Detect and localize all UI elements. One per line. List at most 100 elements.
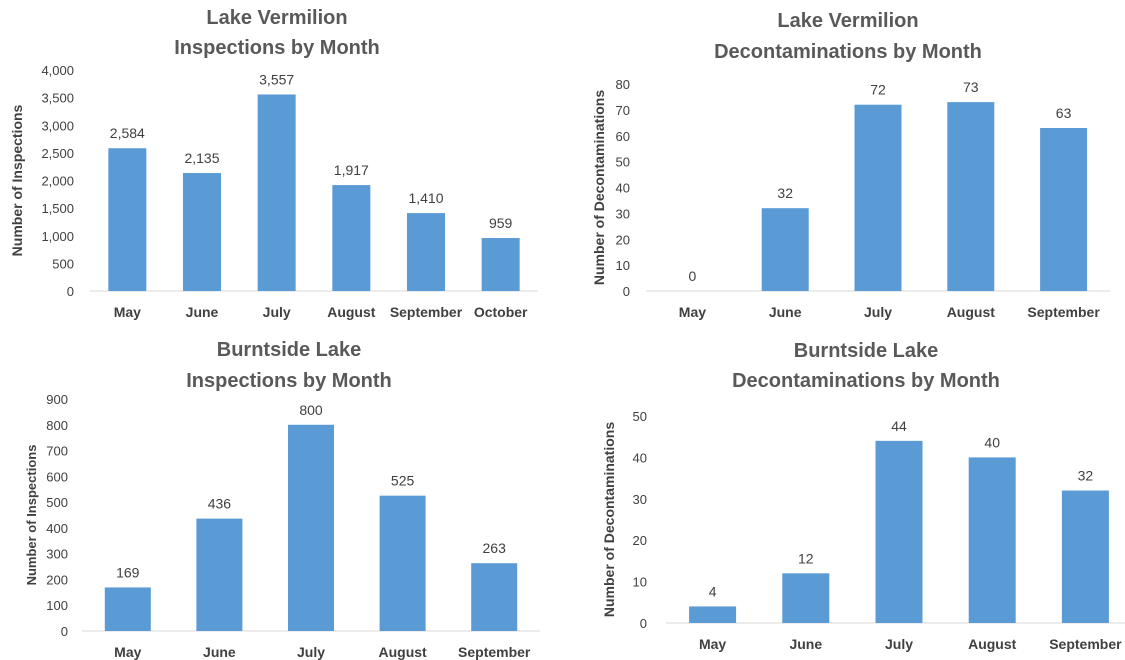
- bar-may: [104, 587, 151, 631]
- x-tick-label: July: [297, 644, 325, 660]
- y-axis-label: Number of Decontaminations: [591, 90, 607, 285]
- y-tick-label: 600: [46, 469, 68, 484]
- x-tick-label: September: [1027, 304, 1100, 320]
- data-label: 3,557: [259, 71, 294, 87]
- y-tick-label: 700: [46, 444, 68, 459]
- y-tick-label: 0: [623, 284, 630, 299]
- chart-title: Lake Vermilion: [777, 10, 918, 32]
- chart-title: Burntside Lake: [217, 339, 361, 361]
- y-tick-label: 60: [616, 129, 630, 144]
- x-tick-label: August: [968, 636, 1017, 652]
- data-label: 2,135: [184, 150, 219, 166]
- bar-august: [947, 102, 995, 291]
- x-tick-label: May: [679, 304, 706, 320]
- y-tick-label: 1,500: [41, 201, 74, 216]
- x-tick-label: May: [114, 304, 141, 320]
- bar-september: [471, 563, 518, 631]
- bar-june: [761, 208, 809, 291]
- data-label: 40: [984, 434, 1000, 450]
- y-tick-label: 3,500: [41, 91, 74, 106]
- y-tick-label: 20: [616, 232, 630, 247]
- chart-subtitle: Inspections by Month: [186, 370, 392, 392]
- y-tick-label: 900: [46, 392, 68, 407]
- y-tick-label: 1,000: [41, 229, 74, 244]
- bar-may: [689, 606, 737, 623]
- data-label: 525: [391, 473, 415, 489]
- y-tick-label: 500: [46, 495, 68, 510]
- data-label: 263: [483, 540, 507, 556]
- data-label: 32: [1078, 468, 1094, 484]
- x-tick-label: September: [458, 644, 531, 660]
- data-label: 1,917: [334, 162, 369, 178]
- data-label: 169: [116, 564, 140, 580]
- y-axis-label: Number of Inspections: [24, 445, 39, 586]
- y-tick-label: 4,000: [41, 63, 74, 78]
- bar-september: [1061, 490, 1109, 623]
- chart-subtitle: Decontaminations by Month: [732, 370, 1000, 392]
- y-axis-label: Number of Inspections: [9, 104, 25, 256]
- data-label: 1,410: [408, 190, 443, 206]
- bar-september: [1040, 127, 1088, 291]
- y-tick-label: 3,000: [41, 118, 74, 133]
- data-label: 12: [798, 550, 814, 566]
- data-label: 72: [870, 82, 886, 98]
- x-tick-label: June: [769, 304, 802, 320]
- data-label: 63: [1056, 105, 1072, 121]
- y-tick-label: 10: [616, 258, 630, 273]
- bar-august: [379, 495, 426, 631]
- y-tick-label: 30: [633, 492, 647, 507]
- x-tick-label: June: [789, 636, 822, 652]
- data-label: 0: [689, 268, 697, 284]
- y-tick-label: 2,500: [41, 146, 74, 161]
- chart-subtitle: Inspections by Month: [174, 37, 380, 59]
- x-tick-label: October: [474, 304, 528, 320]
- bar-august: [332, 185, 371, 291]
- x-tick-label: July: [864, 304, 892, 320]
- y-tick-label: 40: [633, 450, 647, 465]
- y-tick-label: 20: [633, 533, 647, 548]
- y-tick-label: 2,000: [41, 174, 74, 189]
- bar-july: [854, 104, 902, 291]
- bar-september: [407, 213, 445, 291]
- x-tick-label: May: [114, 644, 141, 660]
- bar-june: [183, 173, 221, 291]
- y-tick-label: 300: [46, 547, 68, 562]
- y-tick-label: 40: [616, 181, 630, 196]
- x-tick-label: July: [263, 304, 291, 320]
- bar-july: [875, 440, 923, 623]
- data-label: 4: [709, 583, 717, 599]
- bar-october: [481, 238, 520, 291]
- bar-may: [108, 148, 147, 291]
- x-tick-label: May: [699, 636, 726, 652]
- x-tick-label: August: [327, 304, 376, 320]
- y-tick-label: 0: [640, 616, 647, 631]
- chart-subtitle: Decontaminations by Month: [714, 41, 982, 63]
- x-tick-label: September: [390, 304, 463, 320]
- y-tick-label: 30: [616, 206, 630, 221]
- data-label: 959: [489, 215, 513, 231]
- bar-july: [257, 94, 296, 291]
- x-tick-label: September: [1049, 636, 1122, 652]
- y-tick-label: 0: [61, 624, 68, 639]
- data-label: 436: [208, 496, 232, 512]
- y-tick-label: 10: [633, 575, 647, 590]
- y-tick-label: 80: [616, 77, 630, 92]
- y-axis-label: Number of Decontaminations: [601, 422, 617, 617]
- data-label: 44: [891, 418, 907, 434]
- x-tick-label: June: [203, 644, 236, 660]
- data-label: 73: [963, 79, 979, 95]
- data-label: 32: [777, 185, 793, 201]
- x-tick-label: July: [885, 636, 913, 652]
- y-tick-label: 400: [46, 521, 68, 536]
- y-tick-label: 500: [52, 256, 74, 271]
- y-tick-label: 800: [46, 418, 68, 433]
- y-tick-label: 100: [46, 598, 68, 613]
- y-tick-label: 70: [616, 103, 630, 118]
- x-tick-label: August: [378, 644, 427, 660]
- chart-title: Lake Vermilion: [206, 7, 347, 29]
- bar-july: [288, 424, 334, 631]
- bar-june: [782, 573, 830, 623]
